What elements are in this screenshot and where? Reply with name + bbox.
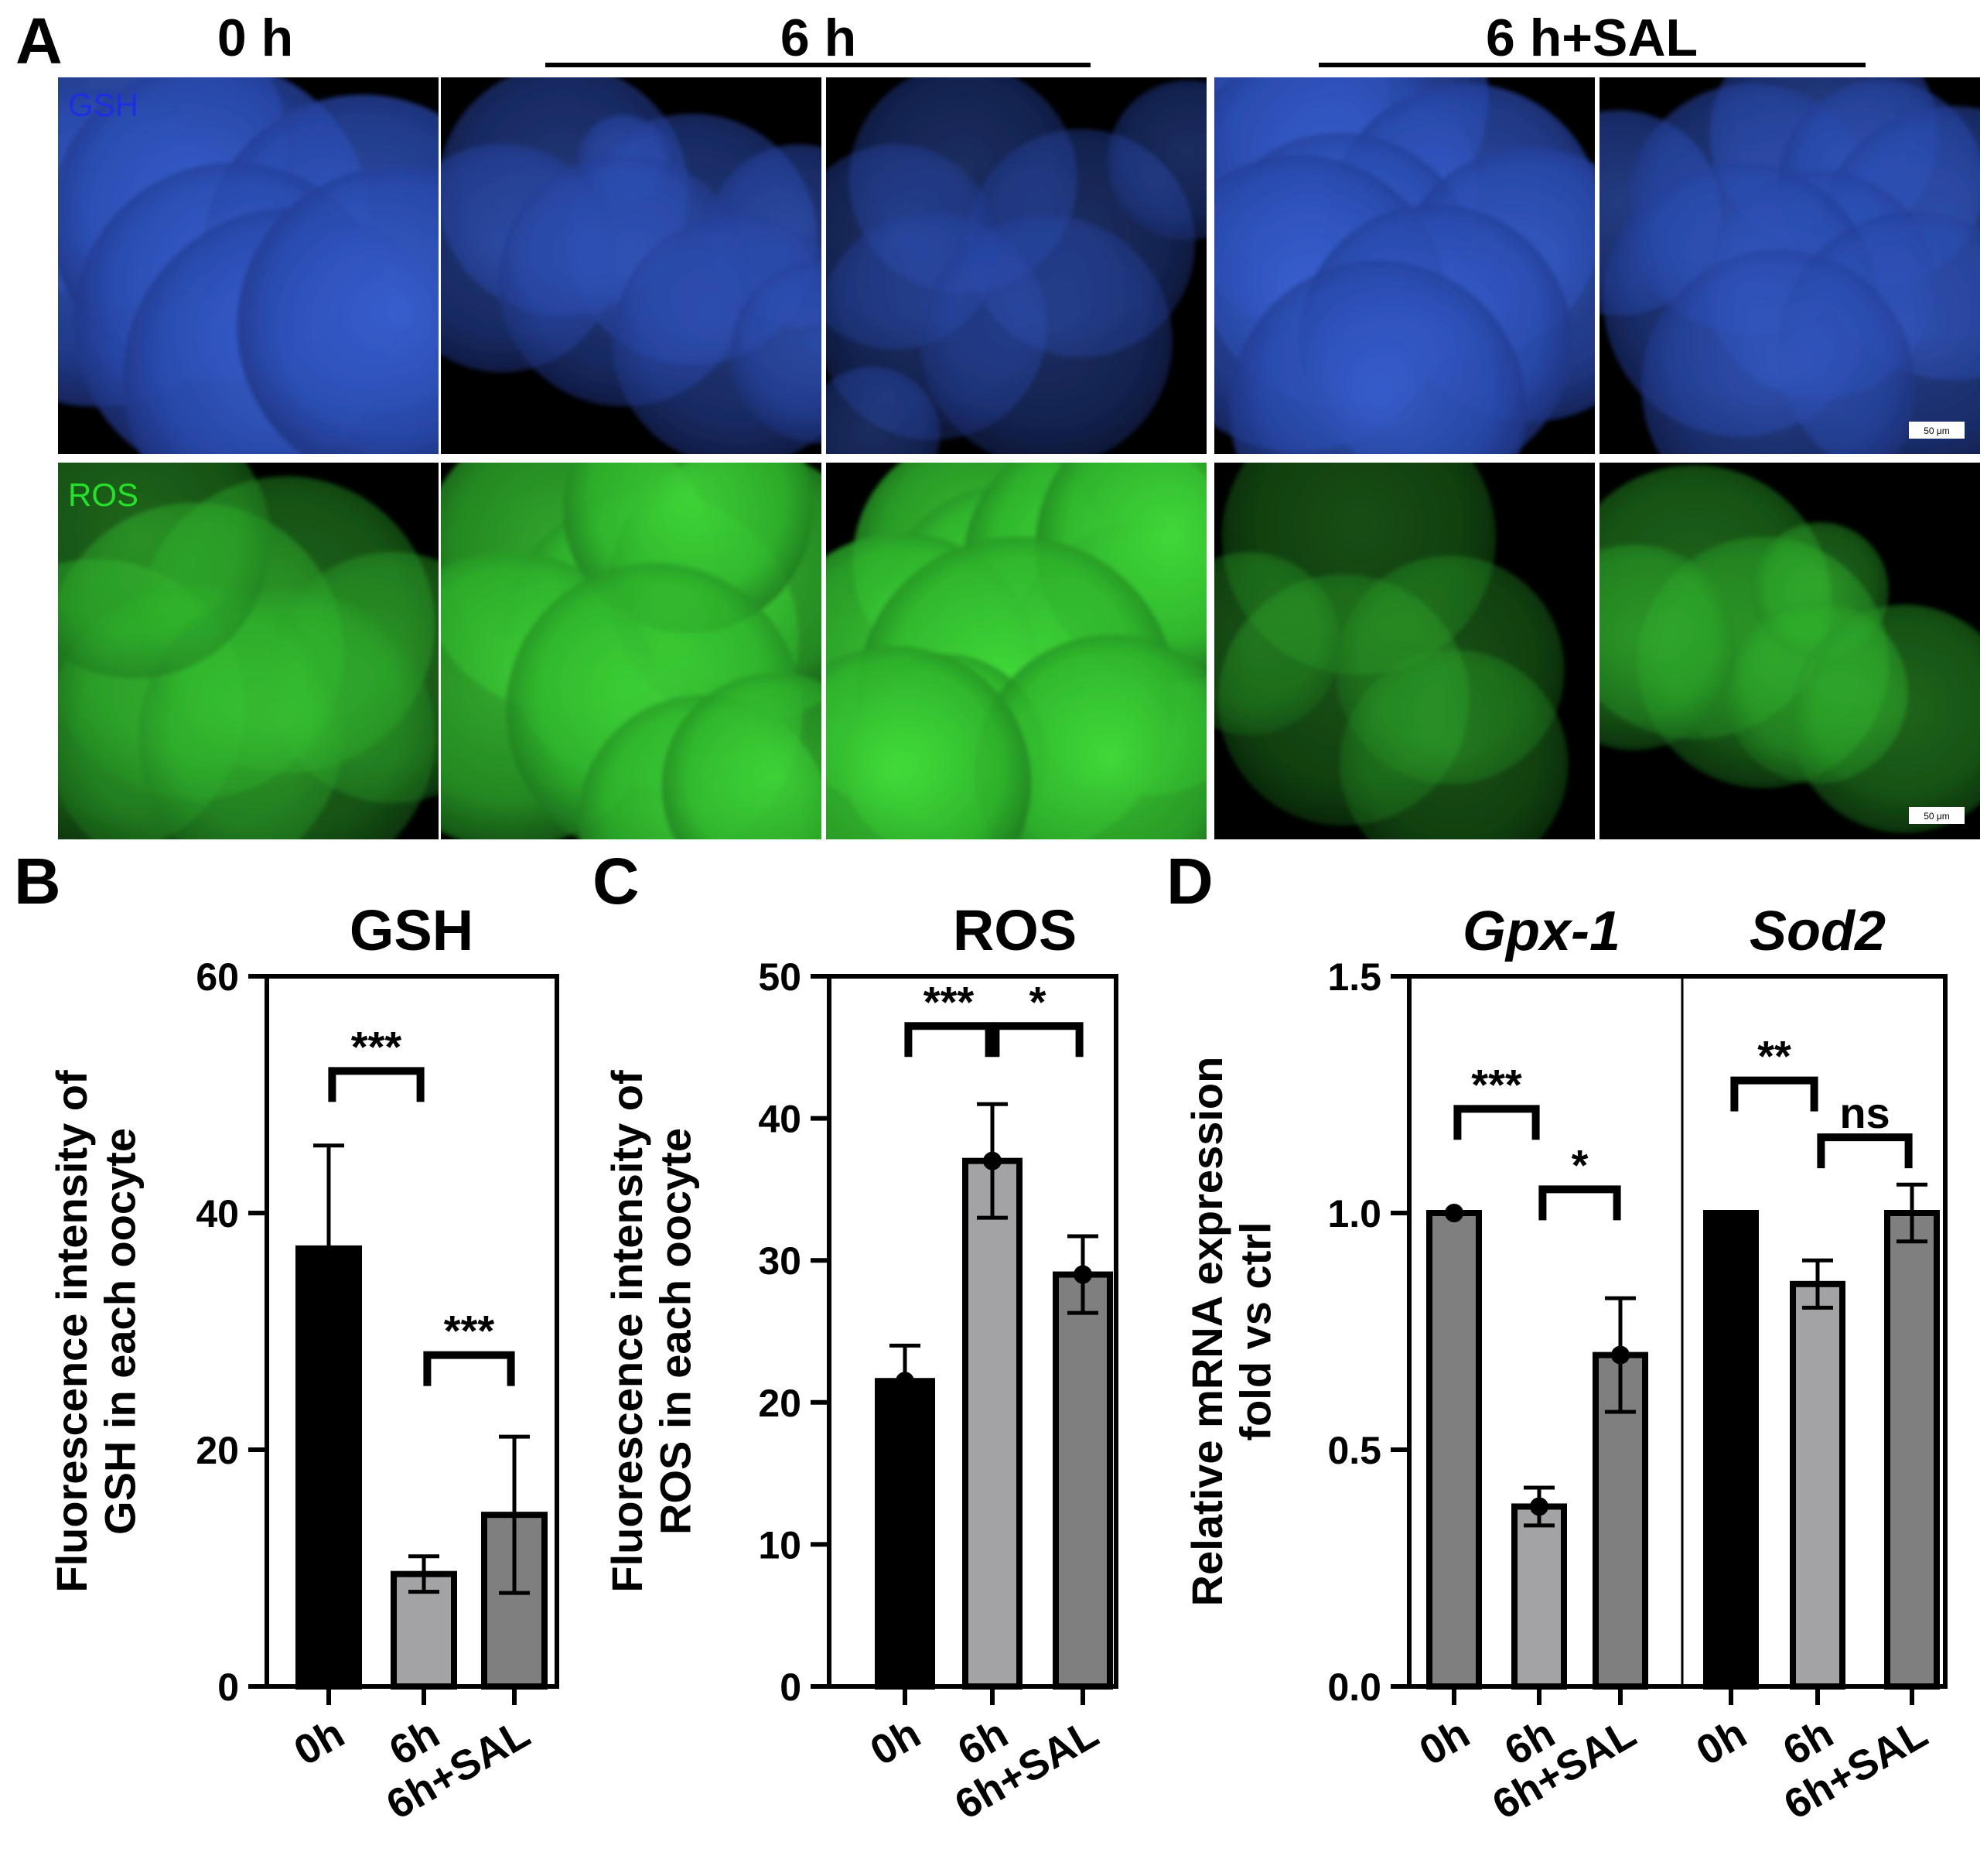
y-axis-label: Relative mRNA expressionfold vs ctrl	[1183, 1057, 1280, 1607]
y-tick-label: 0.5	[1327, 1429, 1381, 1472]
bar-6h	[1790, 1280, 1845, 1690]
column-header-6h: 6 h	[780, 9, 856, 67]
chart-title: GSH	[350, 898, 473, 962]
significance-label: ***	[1471, 1060, 1522, 1109]
gsh-image-tile	[58, 77, 439, 454]
plot-frame	[1407, 974, 1948, 1689]
y-tick-label: 0	[217, 1666, 239, 1709]
bar-6h	[962, 1157, 1023, 1690]
oocyte-cell	[974, 634, 1207, 839]
bar-6h+SAL	[1884, 1210, 1940, 1690]
y-tick-label: 0	[780, 1666, 801, 1709]
y-tick-label: 0.0	[1327, 1666, 1381, 1709]
x-tick-label: 0h	[1412, 1710, 1477, 1774]
column-header-6h-sal: 6 h+SAL	[1486, 9, 1698, 67]
oocyte-cell	[1108, 80, 1207, 241]
bar-0h	[1703, 1210, 1759, 1690]
gsh-image-tile	[441, 77, 821, 454]
significance-label: *	[1572, 1140, 1589, 1189]
row-label-ros: ROS	[68, 477, 138, 513]
y-tick-label: 50	[758, 955, 801, 999]
chart-b-gsh: 0 20 40 60 Fluorescence intensity ofGSH in e…	[47, 898, 559, 1829]
oocyte-cell	[1229, 260, 1527, 454]
significance-label: ***	[444, 1307, 495, 1355]
x-tick-label: 0h	[1688, 1710, 1754, 1774]
scale-bar: 50 μm	[1909, 422, 1965, 439]
oocyte-cell	[1214, 552, 1340, 735]
chart-title: ROS	[953, 898, 1077, 962]
significance-bracket	[1453, 1105, 1540, 1140]
significance-label: ns	[1839, 1088, 1890, 1137]
significance-bracket	[904, 1022, 993, 1058]
oocyte-cell	[1641, 249, 1916, 454]
oocyte-cell	[826, 645, 1032, 839]
scale-bar-label: 50 μm	[1924, 811, 1950, 822]
significance-bracket	[1538, 1185, 1621, 1221]
oocyte-cell	[237, 166, 439, 454]
ros-image-tile	[58, 463, 439, 839]
x-tick-label: 0h	[286, 1710, 352, 1774]
ros-image-tile: 50 μm	[1600, 463, 1980, 839]
y-tick-label: 20	[758, 1382, 801, 1425]
panel-letter-b: B	[14, 845, 61, 917]
oocyte-cell	[1340, 650, 1569, 839]
data-point	[1530, 1497, 1548, 1516]
ros-image-tile	[1214, 463, 1595, 839]
chart-d-mrna: 0.0 0.5 1.0 1.5 Relative mRNA expressionfold…	[1183, 900, 1948, 1829]
gsh-image-tile: 50 μm	[1600, 77, 1980, 454]
oocyte-cell	[1600, 544, 1737, 750]
y-axis-label: Fluorescence intensity ofROS in each ooc…	[603, 1070, 700, 1593]
oocyte-cell	[826, 367, 941, 454]
data-point	[1445, 1204, 1463, 1222]
oocyte-cell	[58, 463, 271, 679]
data-point	[1074, 1265, 1092, 1284]
group-title: Gpx-1	[1463, 900, 1620, 962]
significance-bracket	[328, 1067, 425, 1102]
data-point	[896, 1372, 914, 1391]
bar-0h	[875, 1378, 935, 1690]
row-label-gsh: GSH	[68, 87, 138, 123]
y-tick-label: 20	[196, 1429, 239, 1472]
y-tick-label: 30	[758, 1239, 801, 1283]
bar-6h	[1511, 1503, 1567, 1690]
group-title: Sod2	[1750, 900, 1886, 962]
ros-image-tile	[826, 463, 1207, 839]
oocyte-cell	[1790, 604, 1980, 833]
ros-image-tile	[441, 463, 821, 839]
gsh-image-tile	[1214, 77, 1595, 454]
significance-label: *	[1029, 977, 1046, 1026]
significance-bracket	[1730, 1076, 1818, 1112]
chart-c-ros: 0 10 20 30 40 50 Fluorescence intensity ofROS …	[603, 898, 1118, 1829]
bar-0h	[1426, 1210, 1482, 1690]
y-tick-label: 40	[196, 1192, 239, 1235]
y-tick-label: 10	[758, 1523, 801, 1567]
oocyte-cell	[921, 215, 1173, 454]
panel-letter-a: A	[15, 5, 63, 77]
significance-bracket	[1817, 1133, 1913, 1169]
y-axis-label: Fluorescence intensity ofGSH in each ooc…	[47, 1070, 145, 1593]
scale-bar: 50 μm	[1909, 807, 1965, 824]
panel-letter-d: D	[1166, 845, 1214, 917]
oocyte-cell	[729, 261, 821, 444]
column-header-0h: 0 h	[217, 9, 293, 67]
significance-label: ***	[351, 1022, 402, 1071]
panel-a-image-grid: 50 μm 50 μm	[58, 77, 1980, 839]
significance-label: ***	[924, 977, 975, 1026]
significance-label: **	[1757, 1032, 1791, 1081]
panel-letter-c: C	[592, 845, 640, 917]
gsh-image-tile	[826, 77, 1207, 454]
scale-bar-label: 50 μm	[1924, 425, 1950, 436]
oocyte-cell	[661, 672, 821, 839]
data-point	[1611, 1345, 1630, 1365]
y-tick-label: 60	[196, 955, 239, 999]
y-tick-label: 1.5	[1327, 955, 1381, 999]
significance-bracket	[423, 1351, 515, 1386]
y-tick-label: 40	[758, 1098, 801, 1141]
data-point	[983, 1151, 1002, 1170]
x-tick-label: 0h	[862, 1710, 928, 1774]
bar-6h+SAL	[1053, 1271, 1113, 1690]
y-tick-label: 1.0	[1327, 1192, 1381, 1235]
significance-bracket	[992, 1022, 1084, 1058]
